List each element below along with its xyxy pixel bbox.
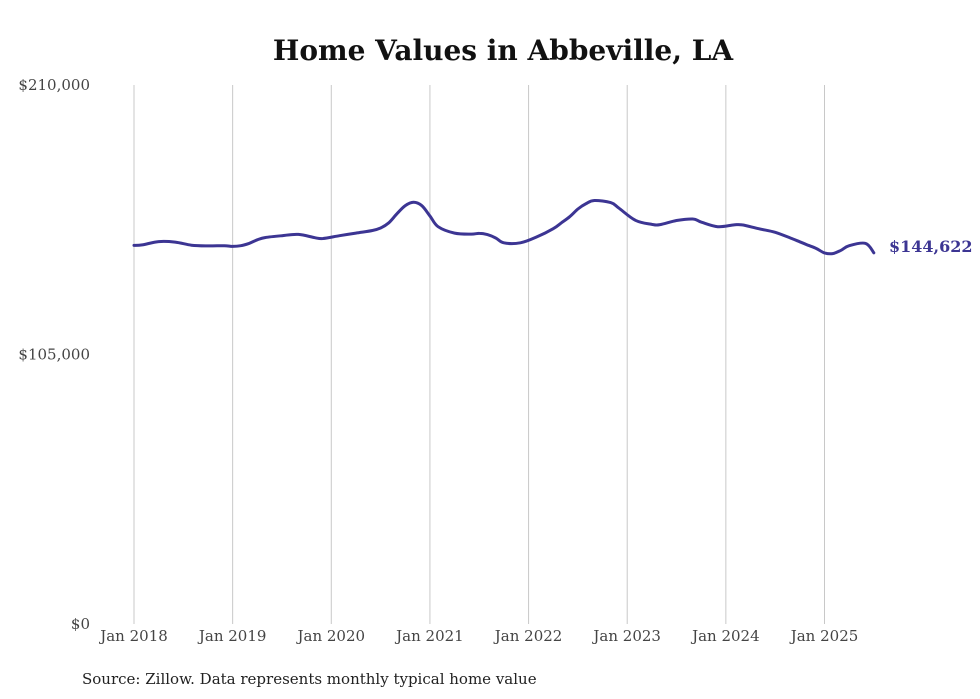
y-axis-tick-labels: $0 $105,000 $210,000 [18, 76, 90, 633]
x-tick-label: Jan 2019 [197, 627, 267, 645]
y-tick-label: $0 [71, 615, 90, 633]
x-axis-tick-labels: Jan 2018 Jan 2019 Jan 2020 Jan 2021 Jan 2022… [98, 627, 858, 645]
x-tick-label: Jan 2020 [296, 627, 366, 645]
x-tick-label: Jan 2024 [690, 627, 760, 645]
vertical-gridlines [133, 85, 825, 624]
x-tick-label: Jan 2023 [591, 627, 661, 645]
y-tick-label: $105,000 [18, 346, 90, 364]
latest-value-label: $144,622 [889, 237, 973, 256]
x-tick-label: Jan 2018 [98, 627, 168, 645]
chart-title: Home Values in Abbeville, LA [273, 34, 735, 67]
source-note: Source: Zillow. Data represents monthly … [82, 670, 537, 688]
home-value-series-line [132, 198, 876, 256]
x-tick-label: Jan 2025 [789, 627, 859, 645]
y-tick-label: $210,000 [18, 76, 90, 94]
x-tick-label: Jan 2022 [493, 627, 563, 645]
x-tick-label: Jan 2021 [394, 627, 464, 645]
